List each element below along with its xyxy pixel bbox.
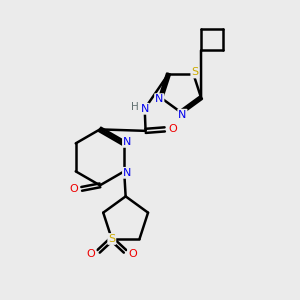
Text: O: O	[169, 124, 177, 134]
Text: N: N	[123, 168, 131, 178]
Text: N: N	[178, 110, 187, 120]
Text: S: S	[108, 234, 116, 244]
Text: H: H	[131, 102, 139, 112]
Text: O: O	[87, 249, 96, 259]
Text: N: N	[155, 94, 164, 104]
Text: O: O	[69, 184, 78, 194]
Text: N: N	[123, 137, 131, 147]
Text: S: S	[191, 68, 198, 77]
Text: O: O	[128, 249, 137, 259]
Text: N: N	[140, 104, 149, 114]
